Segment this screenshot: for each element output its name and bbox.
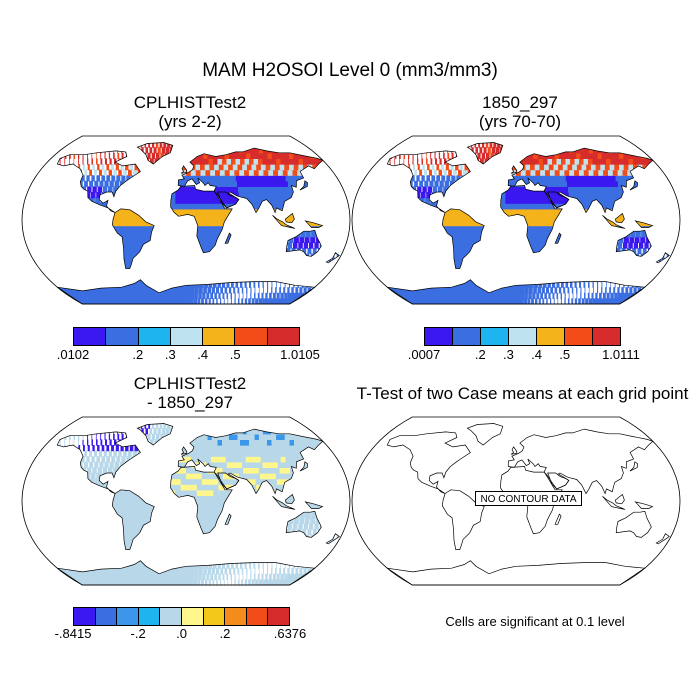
panel-1-title-line1: CPLHISTTest2 (133, 93, 247, 112)
colorbar-tick-label: 1.0111 (602, 347, 640, 362)
colorbar-swatch (235, 328, 268, 345)
colorbar-swatch (181, 608, 204, 625)
colorbar-swatch (537, 328, 565, 345)
colorbar-tick-label: .2 (219, 626, 231, 641)
colorbar-swatch (95, 608, 118, 625)
map-border (351, 416, 681, 586)
colorbar-tick-label: .4 (531, 347, 542, 362)
colorbar-tick-label: .5 (559, 347, 571, 362)
colorbar-tick-label: .4 (197, 347, 209, 362)
colorbar-tick-label: .0007 (407, 347, 441, 362)
map-border (21, 135, 351, 305)
colorbar-tick-label: .3 (164, 347, 176, 362)
panel-1-map (21, 135, 351, 305)
colorbar-swatch (565, 328, 593, 345)
panel-1-title: CPLHISTTest2 (yrs 2-2) (40, 93, 340, 131)
colorbar-swatch (268, 608, 289, 625)
map-border (21, 416, 351, 586)
colorbar-swatch (160, 608, 182, 625)
map-coastlines (56, 423, 340, 586)
panel-3-map (21, 416, 351, 586)
map-coastlines (56, 142, 340, 305)
colorbar-tick-label: .6376 (273, 626, 307, 641)
colorbar-swatch (74, 608, 96, 625)
colorbar-tick-label: .0 (176, 626, 187, 641)
colorbar-swatch (509, 328, 537, 345)
colorbar-swatch (170, 328, 204, 345)
panel-3-colorbar (73, 607, 290, 626)
panel-1-colorbar (73, 327, 300, 346)
colorbar-swatch (117, 608, 139, 625)
no-contour-data-label: NO CONTOUR DATA (475, 491, 582, 506)
colorbar-swatch (453, 328, 481, 345)
colorbar-swatch (225, 608, 247, 625)
panel-3-title-line1: CPLHISTTest2 (133, 374, 247, 393)
colorbar-swatch (593, 328, 620, 345)
panel-2-map (351, 135, 681, 305)
panel-2-title-line1: 1850_297 (482, 93, 558, 112)
colorbar-swatch (203, 328, 236, 345)
colorbar-swatch (74, 328, 107, 345)
colorbar-tick-label: .5 (229, 347, 241, 362)
colorbar-swatch (138, 328, 171, 345)
colorbar-swatch (425, 328, 453, 345)
colorbar-swatch (138, 608, 161, 625)
colorbar-swatch (481, 328, 509, 345)
colorbar-swatch (203, 608, 226, 625)
panel-2-title-line2: (yrs 70-70) (478, 112, 562, 131)
panel-4-footnote: Cells are significant at 0.1 level (445, 614, 625, 629)
colorbar-swatch (267, 328, 299, 345)
colorbar-swatch (106, 328, 139, 345)
panel-2-title: 1850_297 (yrs 70-70) (370, 93, 670, 131)
colorbar-tick-label: .3 (503, 347, 514, 362)
panel-4-title: T-Test of two Case means at each grid po… (356, 384, 689, 403)
figure-title: MAM H2OSOI Level 0 (mm3/mm3) (202, 60, 498, 81)
panel-2-colorbar (424, 327, 621, 346)
map-border (351, 135, 681, 305)
colorbar-swatch (246, 608, 269, 625)
colorbar-tick-label: 1.0105 (280, 347, 320, 362)
panel-1-title-line2: (yrs 2-2) (158, 112, 222, 131)
colorbar-tick-label: -.2 (130, 626, 146, 641)
panel-3-title: CPLHISTTest2 - 1850_297 (40, 374, 340, 412)
panel-3-title-line2: - 1850_297 (146, 393, 234, 412)
colorbar-tick-label: -.8415 (54, 626, 92, 641)
colorbar-tick-label: .0102 (56, 347, 90, 362)
colorbar-tick-label: .2 (132, 347, 144, 362)
colorbar-tick-label: .2 (474, 347, 486, 362)
